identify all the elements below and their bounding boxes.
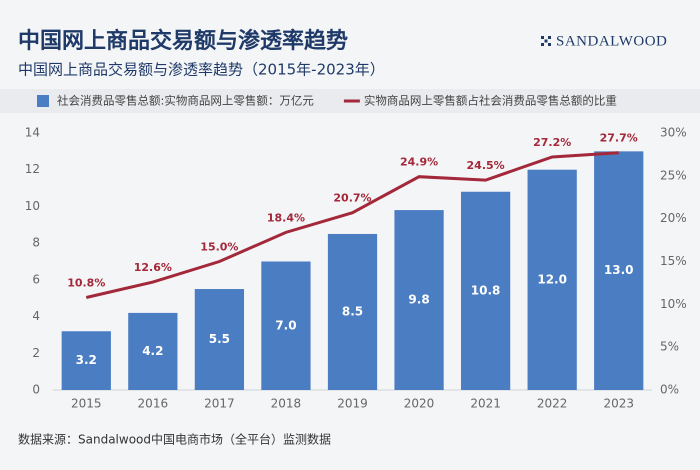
y-tick-label: 12 [25, 162, 40, 176]
chart-title: 中国网上商品交易额与渗透率趋势 [18, 28, 348, 54]
bar-value-label: 4.2 [142, 344, 163, 358]
bar-value-label: 8.5 [342, 304, 363, 318]
x-tick-label: 2017 [204, 397, 235, 411]
bar [527, 169, 577, 390]
bar-value-label: 3.2 [76, 353, 97, 367]
logo-icon [541, 36, 551, 46]
y2-tick-label: 25% [660, 168, 687, 182]
bar [194, 289, 245, 390]
x-tick-label: 2016 [138, 397, 169, 411]
chart-subtitle: 中国网上商品交易额与渗透率趋势（2015年-2023年） [18, 61, 385, 79]
bar-value-label: 5.5 [209, 332, 230, 346]
x-tick-label: 2021 [470, 397, 501, 411]
bar-value-label: 9.8 [408, 293, 429, 307]
bar [594, 151, 644, 390]
bar [394, 210, 444, 390]
y-tick-label: 10 [25, 199, 40, 213]
bar-value-label: 10.8 [471, 283, 501, 297]
line-value-label: 27.7% [600, 132, 638, 145]
y2-tick-label: 0% [660, 383, 679, 397]
logo: SANDALWOOD [556, 33, 667, 49]
x-tick-label: 2023 [603, 397, 634, 411]
x-tick-label: 2018 [271, 397, 302, 411]
line-value-label: 24.5% [467, 159, 505, 172]
bar-value-label: 13.0 [604, 263, 634, 277]
line-value-label: 18.4% [267, 211, 305, 224]
y-tick-label: 14 [25, 126, 40, 140]
source-note: 数据来源：Sandalwood中国电商市场（全平台）监测数据 [18, 432, 331, 447]
x-tick-label: 2022 [537, 397, 568, 411]
x-tick-label: 2020 [404, 397, 435, 411]
line-value-label: 10.8% [67, 276, 105, 289]
y-tick-label: 8 [32, 236, 40, 250]
bar [128, 312, 178, 390]
y-tick-label: 2 [32, 346, 40, 360]
x-tick-label: 2015 [71, 397, 102, 411]
bar-value-label: 12.0 [537, 272, 567, 286]
y2-tick-label: 30% [660, 126, 687, 140]
bar-value-label: 7.0 [275, 318, 296, 332]
line-value-label: 24.9% [400, 156, 438, 169]
line-value-label: 20.7% [333, 192, 371, 205]
line-value-label: 12.6% [134, 261, 172, 274]
y2-tick-label: 15% [660, 254, 687, 268]
bar [61, 331, 111, 390]
y-tick-label: 0 [32, 383, 40, 397]
y-tick-label: 4 [32, 309, 40, 323]
y2-tick-label: 5% [660, 340, 679, 354]
bar [261, 261, 311, 390]
line-value-label: 27.2% [533, 136, 571, 149]
x-tick-label: 2019 [337, 397, 368, 411]
line [85, 151, 619, 299]
bar [327, 233, 378, 390]
y2-tick-label: 20% [660, 211, 687, 225]
legend-swatch [37, 95, 49, 107]
y2-tick-label: 10% [660, 297, 687, 311]
line-value-label: 15.0% [200, 241, 238, 254]
legend-label: 实物商品网上零售额占社会消费品零售总额的比重 [364, 94, 617, 108]
legend-label: 社会消费品零售总额:实物商品网上零售额：万亿元 [57, 94, 314, 108]
y-tick-label: 6 [32, 272, 40, 286]
bar [460, 191, 511, 390]
